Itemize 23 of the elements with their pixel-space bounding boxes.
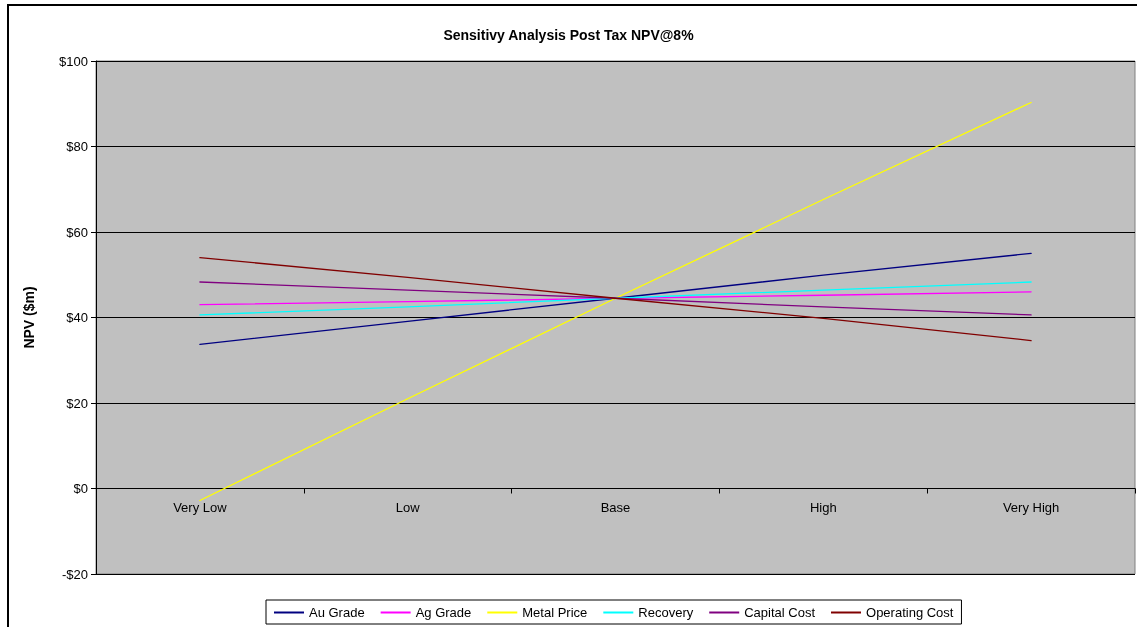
legend-label: Operating Cost [866, 605, 954, 620]
legend-label: Capital Cost [744, 605, 816, 620]
legend-label: Recovery [638, 605, 694, 620]
line-series [199, 291, 1032, 306]
x-tick-label: Very High [1002, 499, 1060, 515]
y-tick-label: $60 [66, 224, 88, 240]
y-tick-label: $0 [73, 481, 88, 496]
y-tick-label: $20 [66, 395, 88, 411]
legend-label: Au Grade [309, 605, 365, 620]
legend-label: Ag Grade [415, 605, 472, 620]
x-tick-label: High [809, 499, 837, 515]
x-tick-label: Very Low [173, 499, 228, 515]
line-series [199, 101, 1032, 502]
x-tick-label: Low [395, 499, 421, 515]
y-tick-label: -$20 [61, 566, 88, 582]
y-tick-label: $100 [59, 53, 88, 69]
x-tick-label: Base [600, 499, 631, 515]
y-axis-title: NPV ($m) [21, 286, 37, 349]
legend-label: Metal Price [522, 605, 588, 620]
line-series [199, 281, 1032, 316]
y-tick-label: $40 [66, 310, 88, 325]
y-tick-label: $80 [66, 139, 88, 154]
chart-title: Sensitivy Analysis Post Tax NPV@8% [443, 27, 695, 43]
